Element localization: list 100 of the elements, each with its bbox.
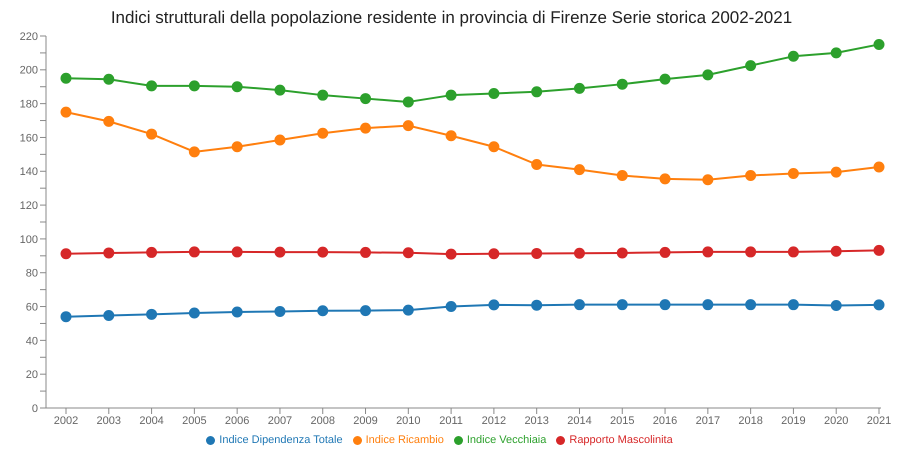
point (660, 173, 671, 184)
point (103, 310, 114, 322)
point (788, 299, 799, 310)
point (616, 247, 628, 258)
point (274, 134, 286, 146)
y-tick-label: 80 (26, 268, 38, 280)
legend-label: Indice Ricambio (366, 434, 444, 446)
point (574, 164, 585, 176)
point (402, 304, 414, 316)
point (488, 141, 500, 152)
point (616, 299, 628, 310)
x-tick-label: 2011 (439, 414, 463, 427)
point (188, 80, 200, 92)
x-tick-label: 2017 (696, 414, 720, 427)
x-tick-label: 2014 (567, 414, 592, 427)
point (317, 246, 328, 258)
x-tick-label: 2003 (96, 414, 122, 427)
x-tick-label: 2020 (824, 414, 848, 427)
y-tick-label: 200 (20, 64, 38, 77)
point (830, 166, 842, 178)
point (232, 306, 243, 318)
point (60, 248, 72, 260)
point (274, 246, 286, 258)
x-tick-label: 2006 (224, 414, 250, 427)
x-tick-label: 2013 (524, 414, 549, 427)
point (874, 244, 884, 256)
legend-label: Rapporto Mascolinita (569, 434, 673, 446)
point (446, 248, 457, 260)
point (60, 106, 72, 118)
y-tick-label: 100 (20, 234, 38, 246)
point (531, 159, 542, 170)
point (616, 78, 628, 90)
chart-title: Indici strutturali della popolazione residente in provincia di Firenze Serie storica 2002-2021 (110, 8, 794, 28)
x-tick-label: 2007 (268, 414, 292, 427)
point (103, 116, 114, 127)
point (317, 90, 328, 101)
point (660, 246, 671, 258)
point (60, 311, 72, 322)
x-tick-label: 2021 (866, 414, 892, 427)
point (146, 308, 158, 320)
y-tick-label: 0 (32, 402, 38, 415)
point (745, 170, 756, 181)
y-tick-label: 120 (20, 200, 38, 212)
point (146, 128, 158, 140)
point (830, 300, 842, 312)
point (360, 305, 372, 316)
point (788, 246, 799, 258)
legend-label: Indice Dipendenza Totale (219, 434, 343, 446)
point (446, 90, 457, 101)
x-tick-label: 2010 (396, 414, 421, 427)
point (660, 299, 671, 310)
point (745, 299, 756, 310)
point (830, 47, 842, 58)
y-tick-label: 160 (20, 132, 38, 144)
point (446, 130, 457, 142)
point (146, 246, 158, 258)
point (60, 72, 72, 84)
x-tick-label: 2012 (482, 414, 506, 427)
point (188, 146, 200, 158)
y-tick-label: 140 (20, 166, 38, 178)
point (788, 168, 799, 179)
point (446, 301, 457, 312)
y-tick-label: 180 (20, 98, 38, 111)
legend-label: Indice Vecchiaia (466, 434, 546, 446)
point (402, 120, 414, 132)
y-tick-label: 40 (26, 335, 38, 348)
point (188, 307, 200, 318)
point (616, 170, 628, 181)
point (146, 80, 158, 92)
point (574, 82, 585, 94)
point (745, 60, 756, 72)
point (874, 299, 884, 310)
x-tick-label: 2005 (182, 414, 207, 427)
point (360, 246, 372, 258)
point (488, 299, 500, 310)
point (360, 93, 372, 104)
point (103, 247, 114, 258)
point (232, 81, 243, 92)
point (317, 128, 328, 139)
y-tick-label: 220 (20, 30, 38, 43)
point (188, 246, 200, 258)
point (274, 306, 286, 317)
point (274, 84, 286, 96)
y-tick-label: 60 (26, 301, 38, 314)
point (660, 74, 671, 85)
x-tick-label: 2009 (353, 414, 378, 427)
x-tick-label: 2004 (139, 414, 164, 427)
point (531, 248, 542, 259)
point (874, 162, 884, 173)
x-tick-label: 2015 (610, 414, 635, 427)
point (232, 246, 243, 258)
x-tick-label: 2002 (54, 414, 78, 427)
point (402, 96, 414, 108)
point (317, 305, 328, 316)
point (402, 247, 414, 258)
point (574, 248, 585, 259)
point (531, 86, 542, 98)
point (232, 141, 243, 152)
x-tick-label: 2019 (781, 414, 806, 427)
point (830, 246, 842, 257)
